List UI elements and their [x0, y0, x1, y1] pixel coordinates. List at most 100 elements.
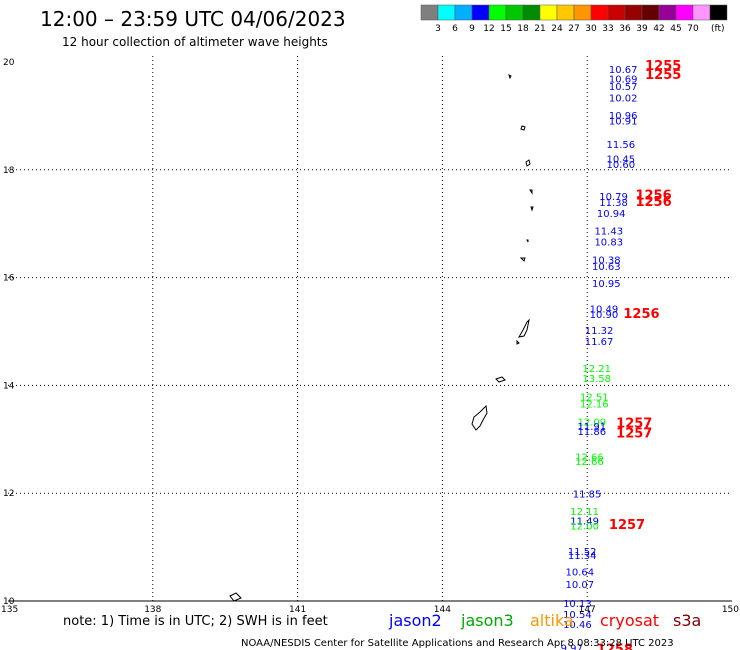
swh-value-label: 10.79 [599, 192, 628, 203]
colorbar: 3 6 9 12 15 18 21 24 27 30 33 36 39 42 45 70 [420, 4, 728, 34]
island-guguan [530, 206, 534, 212]
cycle-label: 1257 [616, 427, 652, 442]
colorbar-tick: 42 [653, 24, 664, 34]
island-sarigan [526, 239, 529, 243]
swh-value-label: 10.46 [563, 620, 592, 631]
island-pagan [525, 159, 531, 167]
swh-value-label: 11.86 [578, 427, 607, 438]
swh-value-label: 10.54 [563, 610, 592, 621]
footer-credit: NOAA/NESDIS Center for Satellite Applica… [241, 638, 674, 649]
swh-value-label: 11.91 [578, 422, 607, 433]
colorbar-swatch [539, 4, 558, 21]
colorbar-tick: 45 [670, 24, 681, 34]
colorbar-tick: 12 [483, 24, 494, 34]
y-tick-label: 20 [3, 58, 15, 68]
swh-value-label: 11.43 [594, 226, 623, 237]
colorbar-tick: 6 [452, 24, 458, 34]
colorbar-swatch [471, 4, 490, 21]
swh-value-label: 9.97 [561, 644, 583, 650]
colorbar-tick: 30 [585, 24, 597, 34]
x-tick-label: 138 [144, 605, 161, 615]
legend-item-jason2: jason2 [388, 611, 442, 630]
colorbar-swatch [522, 4, 541, 21]
swh-value-label: 10.02 [609, 93, 638, 104]
y-tick-label: 12 [3, 489, 14, 499]
swh-value-label: 10.95 [592, 279, 621, 290]
swh-value-label: 10.96 [609, 111, 638, 122]
colorbar-unit: (ft) [711, 24, 725, 34]
swh-value-label: 11.32 [585, 326, 614, 337]
swh-value-label: 12.66 [575, 457, 604, 468]
cycle-label: 1256 [635, 195, 671, 210]
swh-value-label: 10.90 [590, 310, 619, 321]
swh-value-label: 10.49 [590, 305, 619, 316]
colorbar-swatch [590, 4, 609, 21]
colorbar-tick: 36 [619, 24, 631, 34]
cycle-label: 1258 [597, 649, 633, 650]
colorbar-tick: 18 [517, 24, 529, 34]
y-tick-label: 10 [3, 597, 15, 607]
footer-note: note: 1) Time is in UTC; 2) SWH is in fe… [63, 614, 328, 629]
swh-value-label: 12.66 [575, 452, 604, 463]
swh-value-label: 11.52 [568, 547, 597, 558]
island-farallon [508, 74, 512, 80]
swh-value-label: 12.16 [580, 399, 609, 410]
colorbar-swatch [556, 4, 575, 21]
cycle-label: 1258 [597, 642, 633, 650]
y-tick-label: 16 [3, 274, 15, 284]
island-yap [229, 592, 242, 602]
cycle-labels: 1255125512561256125612571257125712581258 [597, 59, 681, 650]
island-anatahan [519, 257, 526, 262]
island-agrihan [520, 125, 526, 131]
swh-value-label: 10.45 [607, 154, 636, 165]
colorbar-tick: 15 [500, 24, 511, 34]
legend-item-s3a: s3a [673, 611, 701, 630]
satellite-legend: jason2 jason3 altika cryosat s3a [388, 611, 701, 630]
cycle-label: 1256 [635, 188, 671, 203]
swh-value-label: 13.58 [582, 374, 611, 385]
x-tick-label: 141 [289, 605, 306, 615]
colorbar-swatch [675, 4, 694, 21]
island-tinian-saipan [518, 318, 530, 338]
chart-subtitle: 12 hour collection of altimeter wave hei… [62, 35, 328, 49]
swh-value-label: 10.63 [592, 262, 621, 273]
legend-item-altika: altika [530, 611, 574, 630]
cycle-label: 1257 [616, 416, 652, 431]
legend-item-jason3: jason3 [460, 611, 514, 630]
swh-value-label: 10.91 [609, 117, 638, 128]
cycle-label: 1257 [609, 518, 645, 533]
swh-value-label: 10.07 [565, 580, 594, 591]
colorbar-tick: 21 [534, 24, 545, 34]
x-tick-label: 144 [434, 605, 451, 615]
swh-value-label: 10.69 [609, 74, 638, 85]
cycle-label: 1256 [623, 307, 659, 322]
y-tick-label: 14 [3, 381, 15, 391]
swh-value-label: 11.56 [607, 140, 636, 151]
colorbar-tick: 39 [636, 24, 648, 34]
swh-value-label: 12.00 [570, 521, 599, 532]
colorbar-tick: 27 [568, 24, 579, 34]
colorbar-swatch [709, 4, 728, 21]
legend-item-cryosat: cryosat [600, 611, 659, 630]
swh-value-label: 10.67 [609, 65, 638, 76]
swh-value-label: 12.11 [570, 507, 599, 518]
colorbar-tick: 9 [469, 24, 475, 34]
grid [8, 56, 732, 602]
colorbar-swatch [488, 4, 507, 21]
colorbar-swatch [420, 4, 439, 21]
swh-value-label: 12.09 [578, 417, 607, 428]
chart-title: 12:00 – 23:59 UTC 04/06/2023 [40, 7, 346, 31]
island-aguijan [516, 339, 520, 345]
cycle-label: 1255 [645, 68, 681, 83]
colorbar-tick: 33 [602, 24, 613, 34]
y-tick-label: 18 [3, 166, 15, 176]
colorbar-swatch [607, 4, 626, 21]
swh-value-label: 11.34 [568, 551, 597, 562]
swh-value-label: 11.38 [599, 198, 628, 209]
island-rota [495, 376, 506, 383]
colorbar-swatch [454, 4, 473, 21]
colorbar-swatch [573, 4, 592, 21]
swh-value-label: 10.38 [592, 256, 621, 267]
